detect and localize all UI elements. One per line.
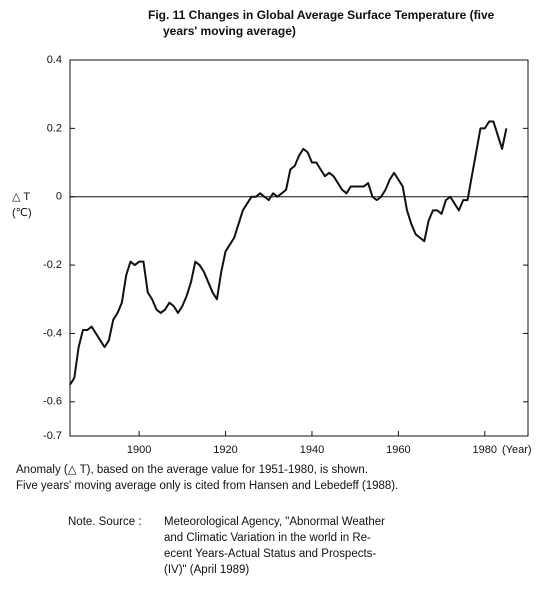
x-tick-label: 1900 [127, 444, 151, 456]
chart-title: years' moving average) [163, 24, 296, 38]
y-tick-label: 0 [56, 191, 62, 203]
y-axis-label: (℃) [12, 207, 32, 219]
y-tick-label: 0.2 [47, 122, 62, 134]
x-tick-label: 1920 [213, 444, 237, 456]
source: ecent Years-Actual Status and Prospects- [164, 548, 376, 560]
x-tick-label: 1980 [473, 444, 497, 456]
y-tick-label: -0.6 [43, 396, 62, 408]
y-tick-label: -0.4 [43, 327, 62, 339]
source: (IV)" (April 1989) [164, 564, 249, 576]
y-tick-label: -0.2 [43, 259, 62, 271]
chart-title: Fig. 11 Changes in Global Average Surfac… [148, 8, 495, 22]
source: and Climatic Variation in the world in R… [164, 532, 371, 544]
temperature-line [69, 120, 508, 386]
source: Meteorological Agency, "Abnormal Weather [164, 516, 385, 528]
plot-frame [69, 59, 529, 437]
x-tick-label: 1960 [386, 444, 410, 456]
y-axis-label: △ T [12, 191, 30, 203]
note: Five years' moving average only is cited… [16, 480, 398, 492]
note: Anomaly (△ T), based on the average valu… [16, 464, 368, 476]
x-tick-label: 1940 [300, 444, 324, 456]
y-tick-label: -0.7 [43, 430, 62, 442]
y-tick-label: 0.4 [47, 54, 62, 66]
x-axis-label: (Year) [502, 444, 532, 456]
source-label: Note. Source : [68, 516, 142, 528]
